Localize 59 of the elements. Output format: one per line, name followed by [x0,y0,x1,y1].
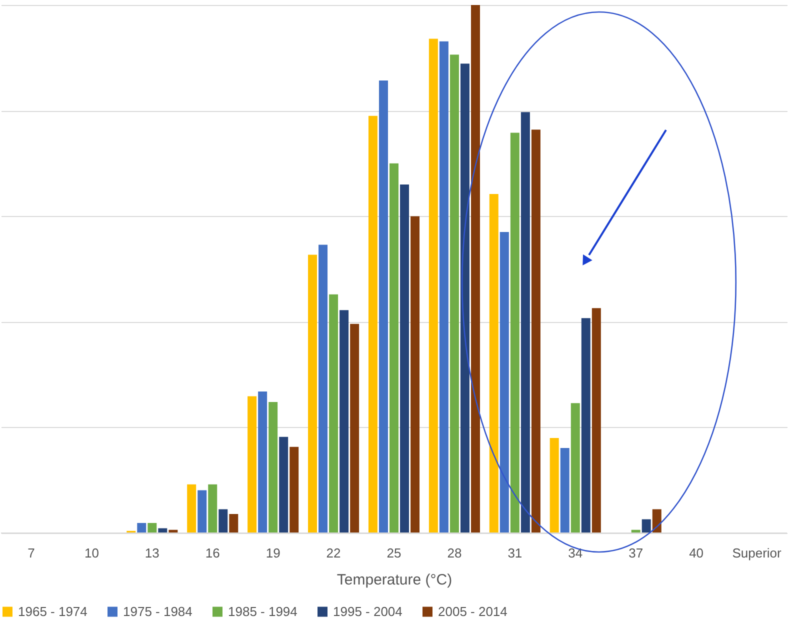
legend-label: 1975 - 1984 [123,604,192,619]
legend-label: 2005 - 2014 [438,604,508,619]
x-tick-label: 25 [386,546,402,560]
bar [378,80,388,533]
bar [510,132,520,533]
bar [308,254,318,533]
bar [570,403,580,533]
bar [290,446,299,533]
bar [439,41,448,533]
bar [560,448,570,533]
legend-label: 1995 - 2004 [333,604,402,619]
bar [450,54,459,533]
x-tick-label: 10 [84,546,99,560]
x-tick-label: 13 [144,546,160,560]
bar [329,294,338,533]
bar [489,194,498,533]
legend-label: 1985 - 1994 [228,604,298,619]
bar [248,396,257,533]
x-tick-label: 40 [689,546,704,560]
bar [268,402,278,533]
bar [642,519,651,533]
x-tick-label: 37 [628,546,644,560]
bar [520,112,530,533]
bar [258,391,268,533]
x-tick-label: 34 [568,546,583,560]
bar [410,216,420,533]
bar [581,318,590,533]
x-tick-label: 31 [508,546,522,560]
bar [390,163,398,533]
x-tick-label: Superior [732,546,782,560]
bar [460,64,470,533]
bar [218,509,228,533]
bar [592,308,601,533]
legend-label: 1965 - 1974 [18,604,88,619]
bar [531,130,540,533]
bar [400,184,410,533]
bar [470,5,480,533]
bar [208,484,218,533]
bar [350,324,360,533]
bar [158,528,168,533]
bar [198,490,207,533]
x-tick-label: 16 [205,546,220,560]
bar [500,232,509,533]
bar [318,244,328,533]
bar [428,38,438,533]
bar [368,116,378,533]
x-tick-label: 7 [28,546,35,560]
x-tick-label: 22 [326,546,341,560]
x-axis-title: Temperature (°C) [336,572,452,588]
bar [229,514,238,533]
x-tick-label: 28 [447,546,462,560]
bar [148,522,157,533]
x-tick-label: 19 [266,546,280,560]
bar [279,436,288,533]
bar [187,484,196,533]
bar [550,438,559,533]
bar [652,509,662,533]
bar [137,522,146,533]
bar [340,310,349,533]
